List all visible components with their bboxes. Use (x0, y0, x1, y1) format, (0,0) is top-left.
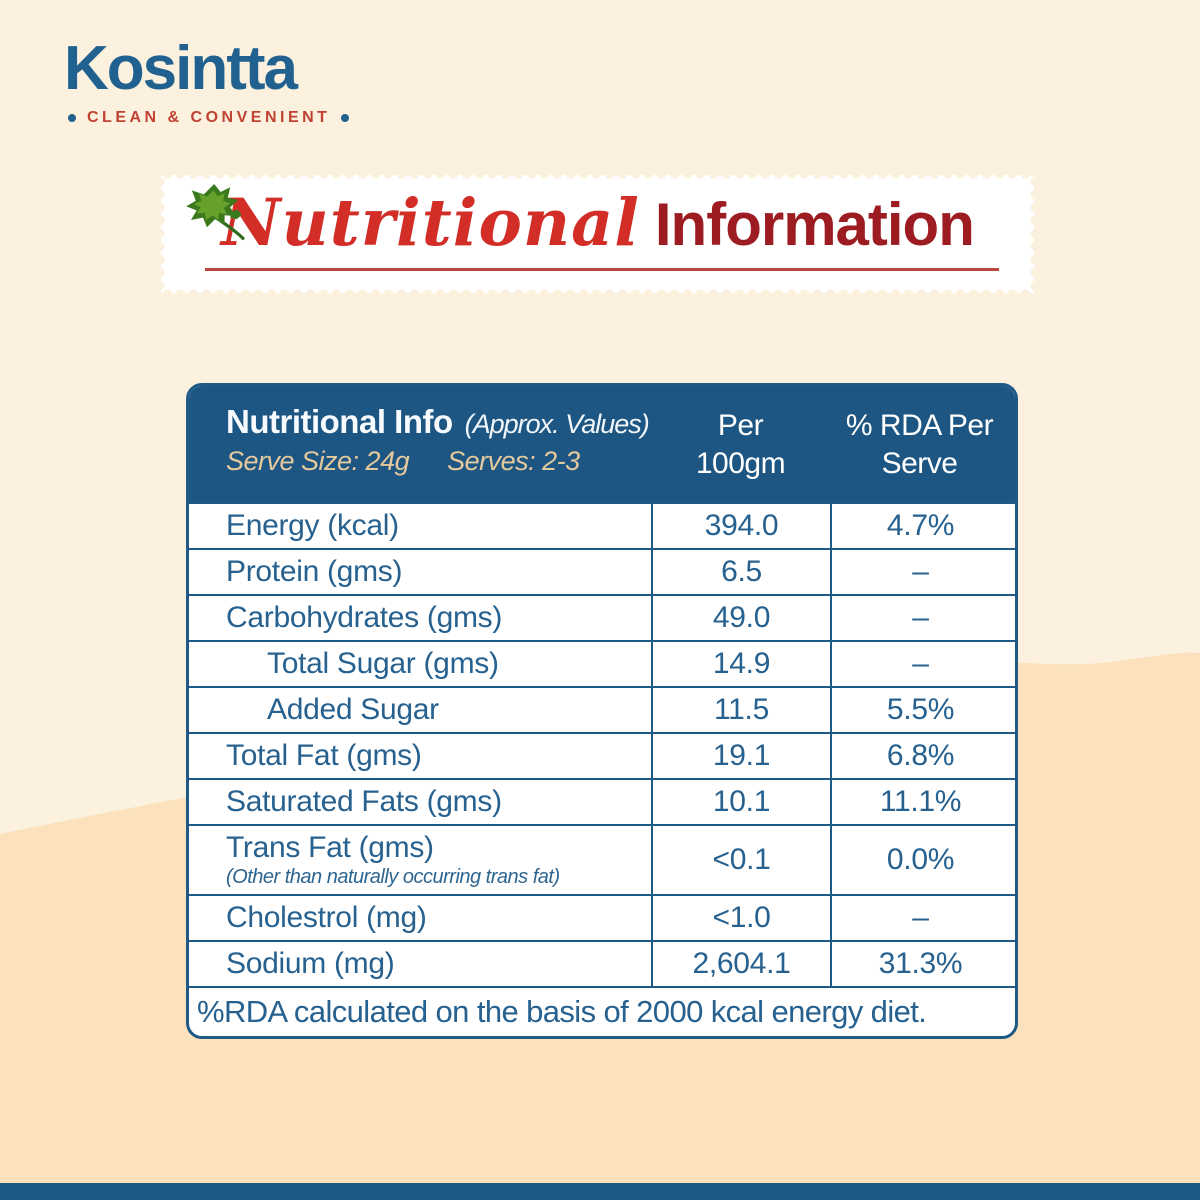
col-per-line2: 100gm (695, 447, 786, 480)
row-rda-value: – (830, 642, 1009, 686)
stamp-perforation-left (160, 175, 170, 293)
stamp-perforation-right (1025, 175, 1035, 293)
row-label: Energy (kcal) (226, 508, 399, 542)
row-per100-value: 10.1 (651, 780, 830, 824)
parsley-leaf-icon (186, 184, 245, 240)
col-rda-line2: Serve (881, 447, 958, 480)
column-header-rda-per-serve: % RDA Per Serve (830, 386, 1009, 502)
row-label: Added Sugar (267, 692, 439, 726)
col-rda-line1: % RDA Per (845, 409, 994, 443)
row-per100-value: 49.0 (651, 596, 830, 640)
row-label: Total Sugar (gms) (267, 646, 499, 680)
row-label: Trans Fat (gms) (226, 831, 434, 864)
brand-tagline: CLEAN & CONVENIENT (68, 109, 350, 127)
row-rda-value: – (830, 596, 1009, 640)
col-per-line1: Per (717, 409, 764, 443)
row-label: Sodium (mg) (226, 946, 395, 980)
page-title-rest: Information (654, 191, 975, 258)
stamp-perforation-top (161, 174, 1034, 184)
brand-logo: Kosintta CLEAN & CONVENIENT (64, 34, 350, 127)
row-per100-value: 2,604.1 (651, 942, 830, 986)
row-label: Carbohydrates (gms) (226, 600, 503, 634)
nutrition-table-header: Nutritional Info (Approx. Values) Serve … (189, 386, 1015, 502)
table-row-saturated-fats: Saturated Fats (gms) 10.1 11.1% (189, 778, 1015, 824)
nutrition-table: Nutritional Info (Approx. Values) Serve … (186, 383, 1018, 1039)
row-per100-value: 19.1 (651, 734, 830, 778)
table-row-energy: Energy (kcal) 394.0 4.7% (189, 502, 1015, 548)
row-label: Cholestrol (mg) (226, 900, 427, 934)
row-label: Protein (gms) (226, 554, 403, 588)
row-rda-value: – (830, 550, 1009, 594)
page-title-accent: Nutritional (221, 185, 640, 261)
row-label: Saturated Fats (gms) (226, 784, 502, 818)
title-underline (205, 268, 999, 271)
row-per100-value: 394.0 (651, 504, 830, 548)
table-row-cholestrol: Cholestrol (mg) <1.0 – (189, 894, 1015, 940)
row-per100-value: 11.5 (651, 688, 830, 732)
row-note: (Other than naturally occurring trans fa… (226, 865, 560, 888)
bottom-accent-bar (0, 1183, 1200, 1200)
row-rda-value: 6.8% (830, 734, 1009, 778)
table-subtitle: (Approx. Values) (464, 409, 650, 439)
brand-name: Kosintta (64, 34, 298, 103)
row-per100-value: 6.5 (651, 550, 830, 594)
row-rda-value: 11.1% (830, 780, 1009, 824)
row-rda-value: 31.3% (830, 942, 1009, 986)
row-rda-value: 4.7% (830, 504, 1009, 548)
table-row-sodium: Sodium (mg) 2,604.1 31.3% (189, 940, 1015, 986)
header-info-block: Nutritional Info (Approx. Values) Serve … (189, 386, 651, 502)
table-row-total-sugar: Total Sugar (gms) 14.9 – (189, 640, 1015, 686)
table-row-protein: Protein (gms) 6.5 – (189, 548, 1015, 594)
row-rda-value: 0.0% (830, 826, 1009, 894)
row-per100-value: <0.1 (651, 826, 830, 894)
column-header-per-100gm: Per 100gm (651, 386, 830, 502)
table-row-carbohydrates: Carbohydrates (gms) 49.0 – (189, 594, 1015, 640)
table-title: Nutritional Info (226, 403, 453, 440)
row-per100-value: 14.9 (651, 642, 830, 686)
table-row-total-fat: Total Fat (gms) 19.1 6.8% (189, 732, 1015, 778)
serves-label: Serves: 2-3 (447, 446, 580, 476)
tagline-dot-right-icon (341, 114, 350, 123)
rda-footnote: %RDA calculated on the basis of 2000 kca… (189, 986, 1015, 1036)
table-row-trans-fat: Trans Fat (gms) (Other than naturally oc… (189, 824, 1015, 894)
title-banner: Nutritional Information (160, 174, 1035, 294)
row-rda-value: 5.5% (830, 688, 1009, 732)
row-label: Total Fat (gms) (226, 738, 422, 772)
table-row-added-sugar: Added Sugar 11.5 5.5% (189, 686, 1015, 732)
page-title: Nutritional Information (161, 185, 1034, 261)
row-per100-value: <1.0 (651, 896, 830, 940)
row-rda-value: – (830, 896, 1009, 940)
stamp-perforation-bottom (161, 284, 1034, 294)
tagline-text: CLEAN & CONVENIENT (87, 109, 331, 127)
serve-size-label: Serve Size: 24g (226, 446, 410, 476)
tagline-dot-left-icon (68, 114, 76, 123)
